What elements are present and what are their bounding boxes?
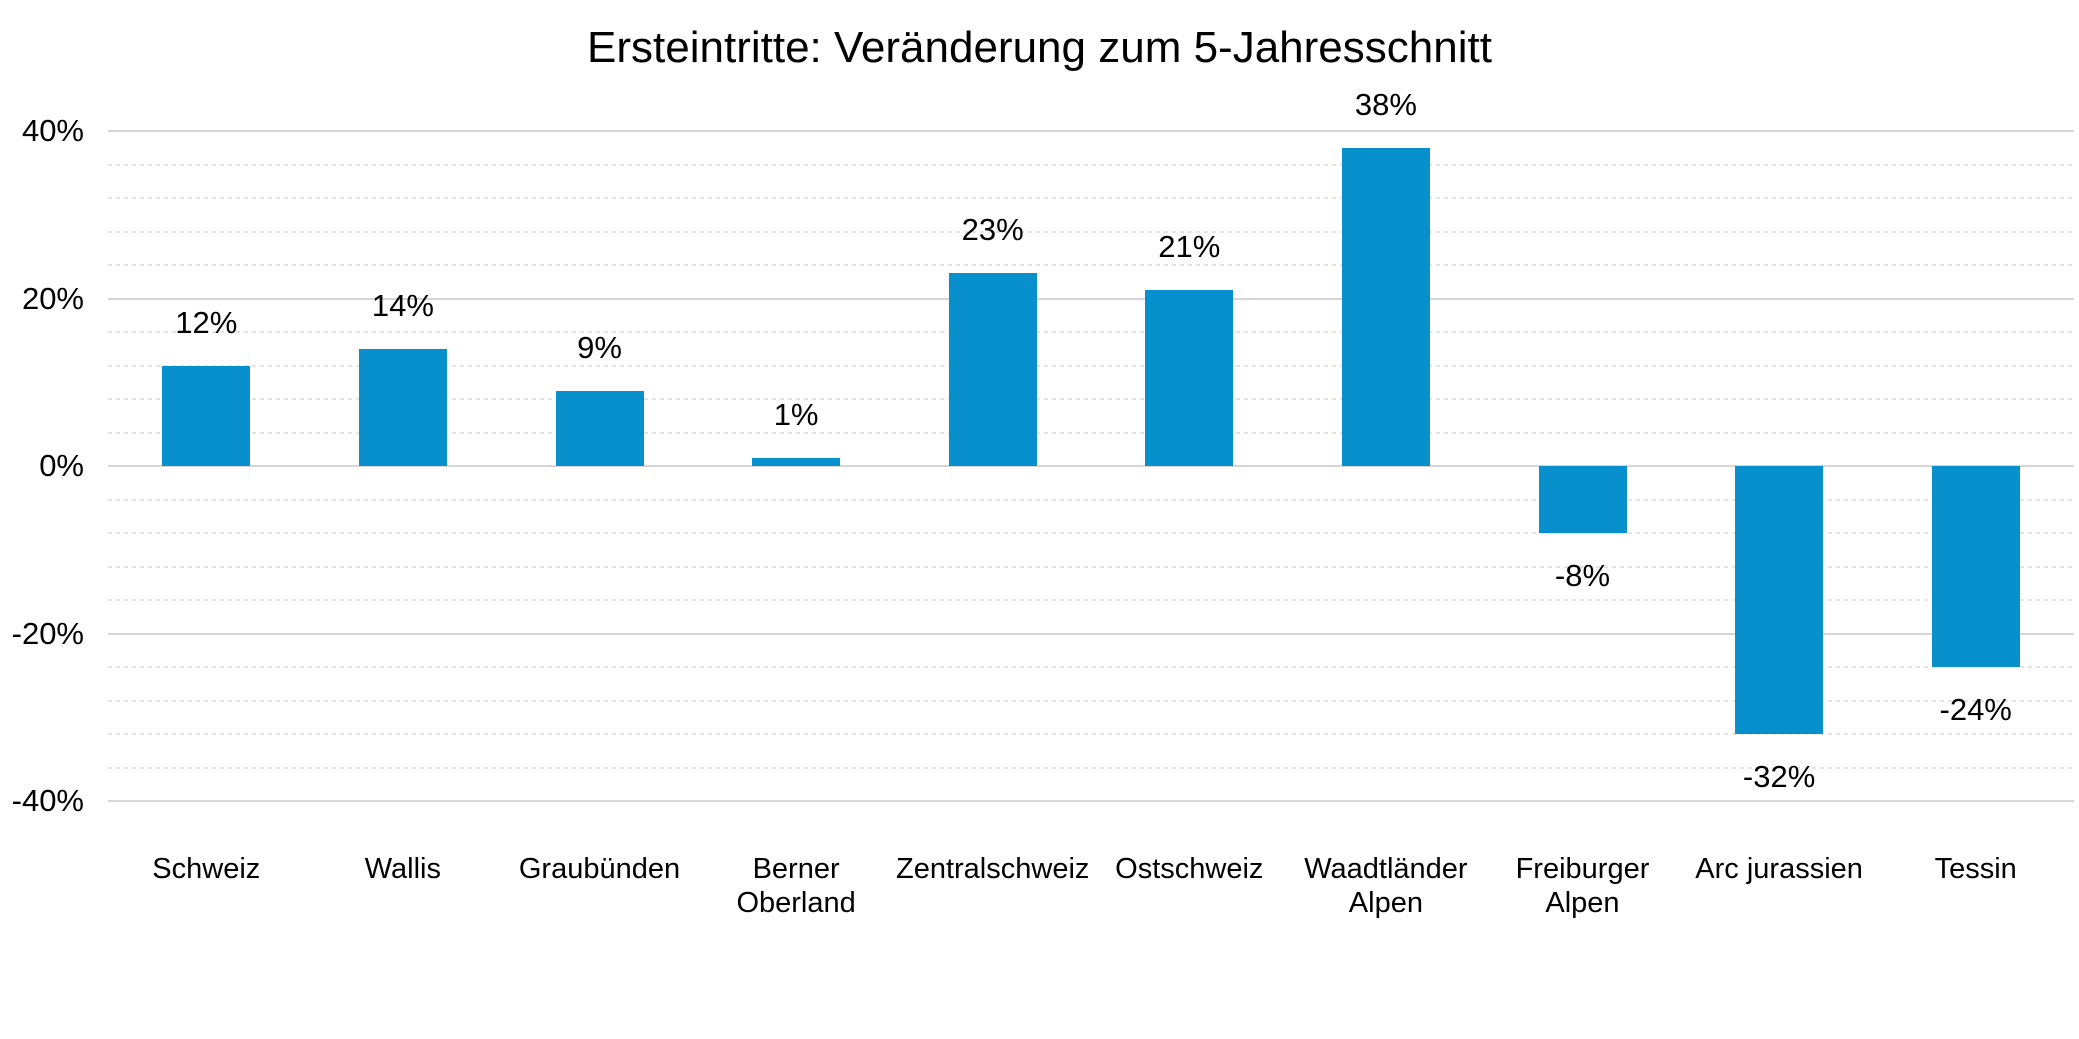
plot-area: 12% 14% 9% 1% 23% 21% 38% -8% -32% -24% xyxy=(108,87,2074,802)
major-gridline xyxy=(108,465,2074,467)
minor-gridline xyxy=(108,163,2074,166)
major-gridline xyxy=(108,800,2074,802)
y-axis-tick-label: -40% xyxy=(11,783,84,818)
category-label: Graubünden xyxy=(518,853,681,885)
minor-gridline xyxy=(108,766,2074,769)
bar-wallis xyxy=(358,348,447,466)
data-label: 21% xyxy=(1158,229,1221,265)
bar-freiburger-alpen xyxy=(1538,466,1627,533)
chart-title: Ersteintritte: Veränderung zum 5-Jahress… xyxy=(587,23,1492,72)
minor-gridline xyxy=(108,431,2074,434)
minor-gridline xyxy=(108,498,2074,501)
major-gridline xyxy=(108,297,2074,300)
bar-graub-nden xyxy=(555,390,644,466)
data-label: 1% xyxy=(773,396,819,432)
y-axis-tick-label: 20% xyxy=(21,280,84,316)
bar-schweiz xyxy=(162,365,251,466)
data-label: 14% xyxy=(371,287,434,323)
category-label: Tessin xyxy=(1934,853,2017,885)
data-label: -32% xyxy=(1742,759,1816,794)
bar-zentralschweiz xyxy=(948,273,1037,466)
category-label: Ostschweiz xyxy=(1115,853,1264,885)
minor-gridline xyxy=(108,565,2074,568)
minor-gridline xyxy=(108,398,2074,400)
major-gridline xyxy=(108,130,2074,132)
minor-gridline xyxy=(108,532,2074,534)
major-gridline xyxy=(108,632,2074,635)
data-label: 12% xyxy=(175,304,238,340)
minor-gridline xyxy=(108,364,2074,367)
data-label: 9% xyxy=(577,329,622,365)
y-axis-tick-label: -20% xyxy=(11,615,84,651)
minor-gridline xyxy=(108,699,2074,702)
minor-gridline xyxy=(108,331,2074,333)
category-label: Schweiz xyxy=(152,853,261,885)
bar-arc-jurassien xyxy=(1735,466,1824,734)
category-label: Waadtländer Alpen xyxy=(1304,853,1468,919)
minor-gridline xyxy=(108,666,2074,668)
category-label: Wallis xyxy=(364,853,442,885)
bar-waadtl-nder-alpen xyxy=(1341,147,1430,466)
minor-gridline xyxy=(108,599,2074,601)
data-label: 38% xyxy=(1354,86,1417,122)
bar-berner-oberland xyxy=(752,457,841,466)
bar-tessin xyxy=(1931,466,2020,667)
category-label: Freiburger Alpen xyxy=(1515,853,1650,919)
data-label: -8% xyxy=(1554,558,1611,593)
minor-gridline xyxy=(108,733,2074,735)
bar-ostschweiz xyxy=(1145,290,1234,466)
category-label: Arc jurassien xyxy=(1695,853,1863,885)
y-axis-tick-label: 40% xyxy=(21,113,84,148)
y-axis-tick-label: 0% xyxy=(39,448,84,483)
data-label: -24% xyxy=(1939,692,2012,727)
minor-gridline xyxy=(108,230,2074,233)
data-label: 23% xyxy=(961,212,1024,248)
minor-gridline xyxy=(108,264,2074,266)
minor-gridline xyxy=(108,197,2074,199)
category-label: Berner Oberland xyxy=(736,853,856,919)
category-label: Zentralschweiz xyxy=(895,853,1090,885)
